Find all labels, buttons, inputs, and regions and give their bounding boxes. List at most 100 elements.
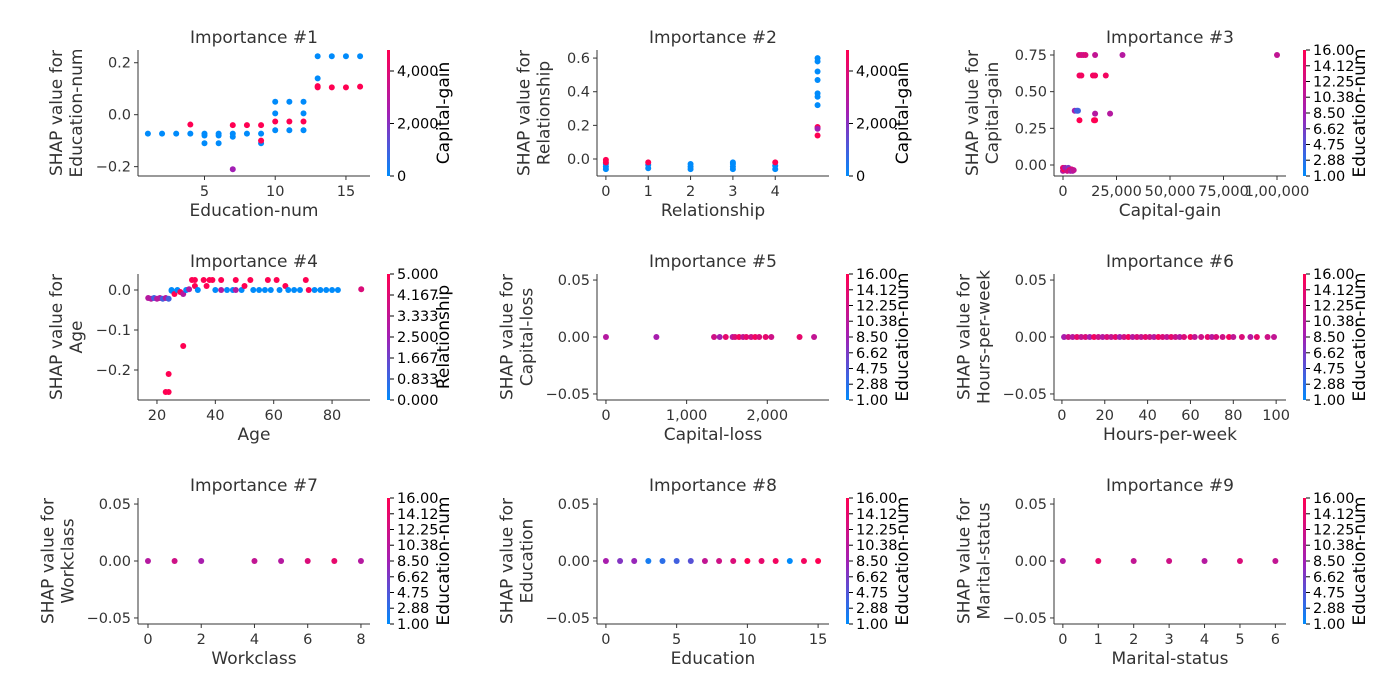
y-tick-label: −0.05	[546, 611, 590, 627]
colorbar-tick-label: 12.25	[856, 523, 898, 539]
data-point	[744, 558, 751, 564]
data-point	[1073, 334, 1080, 340]
colorbar-tick-label: 4,000	[397, 64, 439, 80]
data-point	[659, 558, 666, 564]
data-point	[1125, 334, 1132, 340]
data-point	[261, 287, 268, 293]
colorbar-tick-label: 12.25	[856, 299, 898, 315]
data-point	[743, 334, 750, 340]
colorbar-tick-label: 16.00	[856, 491, 898, 507]
data-point	[329, 287, 336, 293]
data-point	[1092, 117, 1099, 124]
y-axis-label-line2: Education	[518, 519, 538, 604]
data-point	[144, 130, 151, 137]
colorbar-tick-label: 8.50	[1313, 554, 1345, 570]
data-point	[1166, 558, 1173, 564]
colorbar-tick-label: 6.62	[856, 346, 888, 362]
x-tick-label: 8	[356, 632, 365, 648]
colorbar-label: Education-num	[1350, 273, 1370, 402]
colorbar-tick-label: 1.00	[1313, 169, 1345, 185]
data-point	[200, 277, 207, 283]
data-point	[203, 283, 210, 289]
data-point	[1253, 334, 1260, 340]
x-tick-label: 6	[303, 632, 312, 648]
data-point	[1082, 51, 1089, 58]
data-point	[201, 140, 208, 147]
colorbar-tick-label: 0.833	[397, 372, 439, 388]
colorbar-tick-label: 14.12	[1313, 507, 1355, 523]
x-tick-label: 80	[1224, 408, 1242, 424]
data-point	[314, 53, 321, 60]
colorbar-tick-label: 4.75	[1313, 362, 1345, 378]
colorbar-label: Capital-gain	[434, 62, 454, 164]
data-point	[1230, 334, 1237, 340]
colorbar-tick-label: 10.38	[1313, 314, 1355, 330]
colorbar-tick-label: 8.50	[1313, 106, 1345, 122]
data-point	[1082, 334, 1089, 340]
data-point	[273, 277, 280, 283]
data-point	[1092, 110, 1099, 117]
x-tick-label: 4	[1200, 632, 1209, 648]
y-axis-label-line1: SHAP value for	[498, 274, 518, 400]
colorbar	[1303, 498, 1306, 624]
colorbar-tick-label: 10.38	[856, 314, 898, 330]
data-point	[701, 558, 708, 564]
data-point	[358, 286, 365, 293]
data-point	[1142, 334, 1149, 340]
x-tick-label: 1,000	[666, 408, 708, 424]
subplot-4: Importance #420 40 60 800.0−0.1−0.2AgeSHAP …	[47, 252, 454, 445]
y-axis-label-line1: SHAP value for	[955, 498, 975, 624]
data-point	[1264, 334, 1271, 340]
y-axis-label-line2: Capital-gain	[983, 62, 1003, 164]
data-point	[180, 343, 187, 349]
data-point	[814, 132, 821, 139]
data-point	[1274, 51, 1281, 58]
y-tick-label: 0.00	[1015, 330, 1047, 346]
data-point	[300, 98, 307, 105]
y-tick-label: 0.00	[558, 554, 590, 570]
y-tick-label: 0.2	[108, 56, 131, 72]
data-point	[631, 558, 638, 564]
y-axis-label-line1: SHAP value for	[515, 50, 535, 176]
data-point	[212, 287, 219, 293]
y-tick-label: 0.50	[1015, 85, 1047, 101]
data-point	[272, 127, 279, 134]
colorbar-tick-label: 4.75	[856, 586, 888, 602]
data-point	[1086, 334, 1093, 340]
colorbar	[387, 498, 390, 624]
x-tick-label: 3	[1164, 632, 1173, 648]
data-point	[144, 558, 151, 564]
data-point	[1102, 72, 1109, 79]
x-axis-label: Workclass	[211, 649, 296, 669]
subplot-title: Importance #6	[1106, 252, 1234, 272]
data-point	[1069, 334, 1076, 340]
data-point	[1130, 558, 1137, 564]
colorbar-tick-label: 8.50	[856, 330, 888, 346]
data-point	[272, 118, 279, 125]
data-point	[296, 287, 303, 293]
data-point	[215, 132, 222, 139]
data-point	[334, 287, 341, 293]
data-point	[278, 558, 285, 564]
data-point	[165, 389, 172, 395]
subplot-2: Importance #2 0 1 2 3 4 0.0 0.2 0.4 0.6 Relationsh…	[515, 28, 914, 221]
x-tick-label: 15	[337, 184, 355, 200]
data-point	[258, 122, 265, 129]
y-axis-label-line1: SHAP value for	[47, 274, 67, 400]
data-point	[286, 127, 293, 134]
data-point	[1078, 72, 1085, 79]
colorbar-tick-label: 12.25	[397, 523, 439, 539]
data-point	[1208, 334, 1215, 340]
subplot-title: Importance #1	[190, 28, 318, 48]
data-point	[311, 287, 318, 293]
x-tick-label: 2	[686, 184, 695, 200]
data-point	[328, 84, 335, 91]
data-point	[1070, 167, 1077, 174]
colorbar-tick-label: 12.25	[1313, 299, 1355, 315]
colorbar-tick-label: 8.50	[856, 554, 888, 570]
data-point	[1095, 334, 1102, 340]
data-point	[729, 159, 736, 166]
x-tick-label: 20	[148, 408, 166, 424]
y-tick-label: 0.0	[108, 283, 131, 299]
